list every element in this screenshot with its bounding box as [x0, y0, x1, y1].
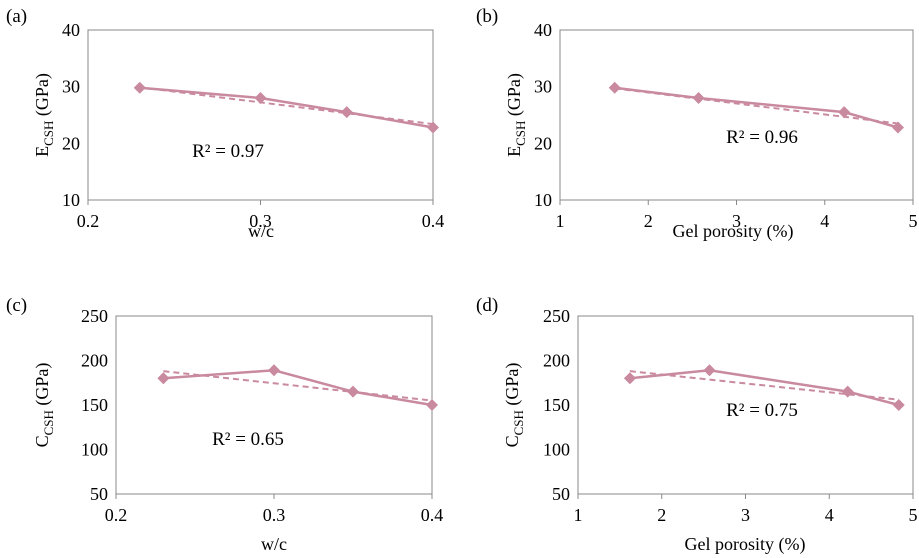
r-squared-label: R² = 0.96: [726, 127, 798, 148]
panel-3: (d) 50 100 150 200 250 1 2 3 4 5 Gel porosity (%) CC…: [476, 295, 918, 555]
y-tick-label: 30: [534, 77, 552, 97]
x-tick-label: 0.2: [77, 211, 100, 231]
y-tick-label: 150: [543, 395, 570, 415]
y-axis-title: CCSH (GPa): [32, 363, 56, 448]
x-tick-label: 0.2: [105, 505, 128, 525]
data-point-marker: [838, 106, 851, 119]
panel-1: (b) 10 20 30 40 1 2 3 4 5 Gel porosity (%) ECSH (GP…: [476, 6, 918, 242]
y-axis-title: CCSH (GPa): [502, 363, 526, 448]
y-tick-label: 10: [534, 190, 552, 210]
data-point-marker: [254, 92, 267, 104]
x-tick-label: 3: [741, 505, 750, 525]
y-tick-label: 100: [81, 440, 108, 460]
y-tick-label: 100: [543, 440, 570, 460]
series-line: [629, 369, 900, 407]
panel-label: (c): [6, 295, 27, 316]
x-axis-title: w/c: [248, 221, 274, 241]
data-point-marker: [692, 92, 705, 104]
series-line: [139, 86, 434, 129]
r-squared-label: R² = 0.65: [212, 429, 284, 450]
x-tick-label: 5: [909, 211, 918, 231]
x-tick-label: 2: [657, 505, 666, 525]
x-tick-label: 3: [732, 211, 741, 231]
trendline: [614, 87, 899, 125]
data-point-marker: [608, 81, 621, 94]
x-axis-title: w/c: [261, 534, 287, 554]
x-tick-label: 0.3: [263, 505, 286, 525]
y-axis-title: ECSH (GPa): [32, 73, 56, 157]
data-point-marker: [347, 385, 359, 398]
data-point-marker: [157, 372, 170, 385]
r-squared-label: R² = 0.75: [726, 400, 798, 421]
x-tick-label: 0.4: [422, 211, 445, 231]
y-tick-label: 40: [534, 20, 552, 40]
x-tick-label: 0.4: [421, 505, 444, 525]
x-tick-label: 1: [574, 505, 583, 525]
x-tick-label: 1: [556, 211, 565, 231]
y-tick-label: 10: [62, 190, 80, 210]
data-point-marker: [340, 106, 353, 119]
y-tick-label: 250: [81, 306, 108, 326]
y-tick-label: 50: [552, 484, 570, 504]
r-squared-label: R² = 0.97: [192, 141, 264, 162]
data-point-marker: [703, 364, 716, 377]
x-axis-title: Gel porosity (%): [685, 534, 806, 555]
x-tick-label: 2: [644, 211, 653, 231]
data-point-marker: [841, 385, 854, 398]
x-tick-label: 4: [820, 211, 829, 231]
x-tick-label: 0.3: [249, 211, 272, 231]
x-axis-title: Gel porosity (%): [673, 221, 794, 242]
panel-2: (c) 50 100 150 200 250 0.2 0.3 0.4 w/c CCSH (GPa) R…: [6, 295, 443, 554]
x-tick-label: 4: [825, 505, 834, 525]
data-point-marker: [133, 81, 146, 94]
y-tick-label: 50: [90, 484, 108, 504]
y-tick-label: 20: [62, 133, 80, 153]
x-tick-label: 5: [909, 505, 918, 525]
y-tick-label: 40: [62, 20, 80, 40]
data-point-marker: [623, 372, 636, 385]
data-point-marker: [892, 399, 905, 411]
data-point-marker: [268, 364, 280, 377]
data-point-marker: [426, 399, 438, 411]
data-point-marker: [427, 121, 439, 134]
plot-frame: [559, 29, 914, 201]
y-tick-label: 250: [543, 306, 570, 326]
y-tick-label: 150: [81, 395, 108, 415]
plot-frame: [87, 29, 434, 201]
series-line: [163, 369, 433, 407]
y-tick-label: 200: [543, 351, 570, 371]
panel-label: (b): [476, 6, 498, 27]
y-tick-label: 200: [81, 351, 108, 371]
panel-label: (d): [476, 295, 498, 316]
data-point-marker: [891, 121, 904, 134]
y-tick-label: 30: [62, 77, 80, 97]
panel-label: (a): [6, 6, 27, 27]
y-tick-label: 20: [534, 133, 552, 153]
series-line: [614, 86, 899, 129]
panel-0: (a) 10 20 30 40 0.2 0.3 0.4 w/c ECSH (GPa) R² = 0.…: [6, 6, 444, 241]
plot-frame: [115, 315, 433, 495]
y-axis-title: ECSH (GPa): [504, 73, 528, 157]
trendline: [629, 370, 899, 401]
